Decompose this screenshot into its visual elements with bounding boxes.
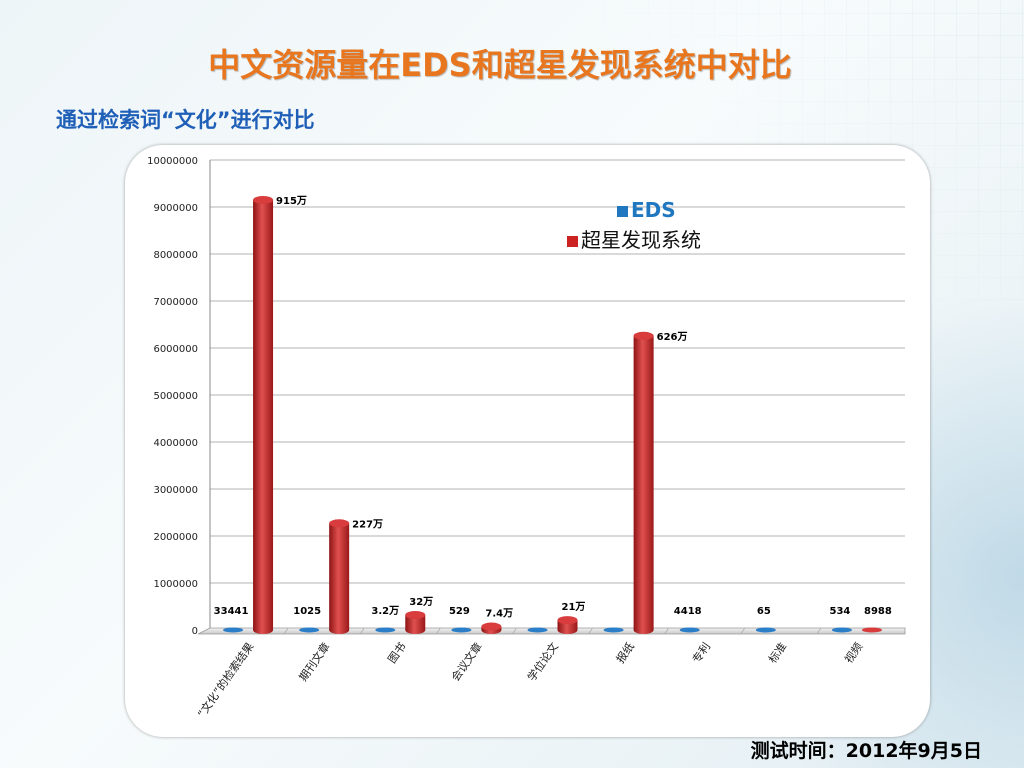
y-tick-label: 5000000 [153,391,198,402]
legend-swatch [567,236,578,247]
data-label-chaoxing: 21万 [562,601,586,613]
y-tick-label: 7000000 [153,297,198,308]
category-separator [512,627,517,635]
data-label-chaoxing: 8988 [864,606,892,617]
bar-chaoxing [861,627,882,633]
x-category-label: 标准 [765,640,789,666]
x-category-label: 报纸 [613,640,637,666]
bar-eds [299,627,320,633]
y-tick-label: 3000000 [153,485,198,496]
y-tick-label: 4000000 [153,438,198,449]
data-label-eds: 4418 [674,606,702,617]
category-separator [664,627,669,635]
bar-eds [603,627,624,633]
bar-eds [831,627,852,633]
x-category-label: 期刊文章 [296,640,333,684]
category-separator [588,627,593,635]
data-label-chaoxing: 227万 [352,518,383,530]
bar-chaoxing [405,610,426,634]
y-tick-label: 9000000 [153,203,198,214]
data-label-eds: 65 [757,606,771,617]
y-tick-label: 10000000 [147,156,198,167]
x-category-label: 视频 [841,640,865,666]
category-separator [359,627,365,635]
chart-floor [197,627,906,635]
bar-chaoxing [633,331,654,634]
data-label-eds: 534 [830,606,851,617]
y-tick-label: 8000000 [153,250,198,261]
bar-chaoxing [329,519,350,634]
legend-item-eds: EDS [617,198,676,222]
y-tick-label: 1000000 [153,579,198,590]
bar-chaoxing [481,622,502,634]
bar-eds [679,627,700,633]
slide-title: 中文资源量在EDS和超星发现系统中对比 [208,46,792,84]
data-label-chaoxing: 915万 [276,195,307,207]
x-category-label: 图书 [385,640,408,665]
data-label-chaoxing: 7.4万 [485,608,513,620]
bar-eds [223,627,244,633]
legend-label: EDS [631,198,676,222]
category-separator [816,627,822,635]
y-tick-label: 2000000 [153,532,198,543]
x-category-label: 学位论文 [524,640,561,684]
test-date-footer: 测试时间：2012年9月5日 [750,740,982,762]
data-label-extra: 3.2万 [371,605,399,617]
data-label-eds: 33441 [214,606,249,617]
x-category-label: “文化”的检索结果 [194,640,256,720]
legend-item-chaoxing: 超星发现系统 [567,228,701,252]
x-category-label: 专利 [689,640,713,666]
category-separator [283,627,289,635]
bar-chaoxing [253,195,274,634]
data-label-eds: 1025 [293,606,321,617]
bar-eds [451,627,472,633]
x-category-label: 会议文章 [448,640,485,684]
category-separator [436,627,441,635]
legend-swatch [617,206,628,217]
data-label-chaoxing: 32万 [409,596,433,608]
data-label-chaoxing: 626万 [657,331,688,343]
bar-chart: 0 1000000 2000000 3000000 4000000 5000000 6000… [147,156,906,720]
bar-eds [527,627,548,633]
slide-subtitle: 通过检索词“文化”进行对比 [56,108,315,132]
bar-eds [755,627,776,633]
bar-eds [375,627,396,633]
chart-frame: 0 1000000 2000000 3000000 4000000 5000000 6000… [125,145,930,737]
category-separator [740,627,746,635]
legend-label: 超星发现系统 [581,228,701,252]
bar-chaoxing [557,616,578,634]
data-label-eds: 529 [449,606,470,617]
y-tick-label: 6000000 [153,344,198,355]
y-tick-label: 0 [192,626,198,637]
